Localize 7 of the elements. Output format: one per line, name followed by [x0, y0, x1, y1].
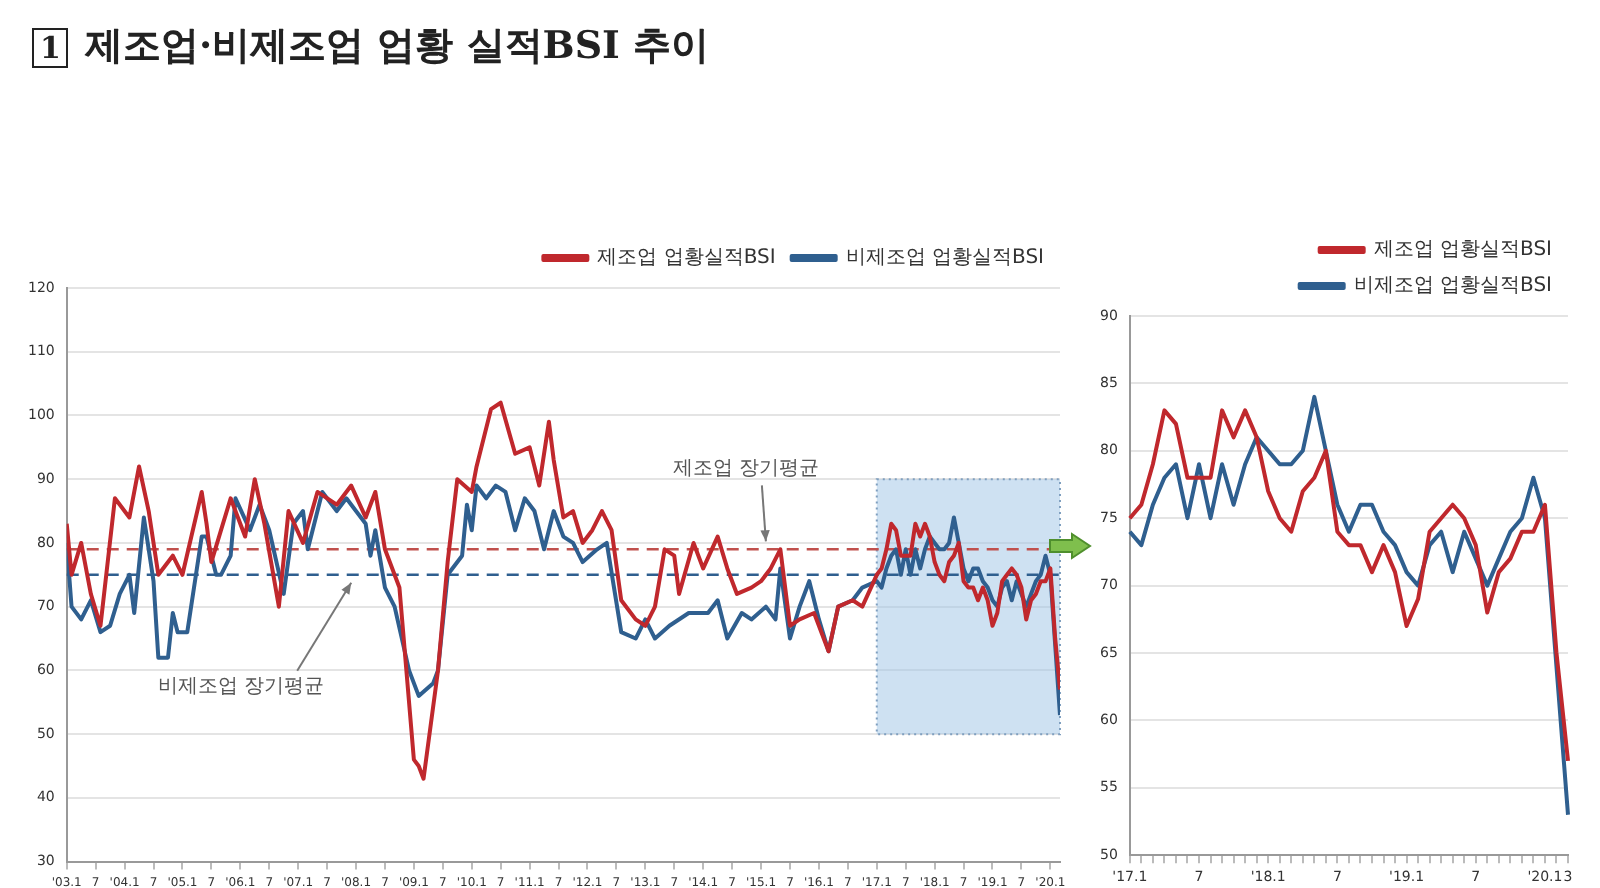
chart-title: 1 제조업·비제조업 업황 실적BSI 추이 — [38, 22, 710, 72]
legend-label: 비제조업 업황실적BSI — [1353, 275, 1553, 298]
legend-label: 제조업 업황실적BSI — [597, 247, 776, 270]
annotation: 비제조업 장기평균 — [158, 675, 325, 698]
legend-label: 제조업 업황실적BSI — [1373, 239, 1553, 262]
legend-label: 비제조업 업황실적BSI — [845, 247, 1045, 270]
annotation: 제조업 장기평균 — [672, 458, 820, 481]
